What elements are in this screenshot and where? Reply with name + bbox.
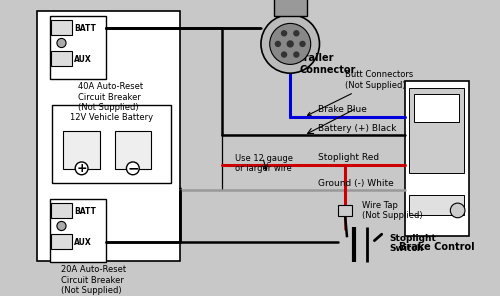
Circle shape — [281, 30, 287, 36]
Text: Wire Tap
(Not Supplied): Wire Tap (Not Supplied) — [362, 201, 422, 220]
Text: Brake Control: Brake Control — [399, 242, 474, 252]
Circle shape — [57, 38, 66, 48]
Text: −: − — [127, 161, 138, 175]
Bar — [409, 195, 464, 215]
Text: Stoplight
Switch: Stoplight Switch — [389, 234, 436, 253]
Text: AUX: AUX — [74, 238, 92, 247]
Bar — [52, 20, 72, 35]
Bar — [414, 94, 460, 122]
Bar — [52, 203, 72, 218]
Text: Battery (+) Black: Battery (+) Black — [318, 124, 396, 133]
Bar — [274, 0, 306, 17]
Text: +: + — [76, 162, 87, 175]
Text: AUX: AUX — [74, 55, 92, 64]
Bar — [64, 131, 100, 169]
Bar — [50, 17, 106, 79]
Text: BATT: BATT — [74, 207, 96, 216]
Circle shape — [270, 23, 310, 65]
Text: Use 12 gauge
or larger wire: Use 12 gauge or larger wire — [236, 154, 294, 173]
Text: Butt Connectors
(Not Supplied): Butt Connectors (Not Supplied) — [308, 70, 414, 115]
Circle shape — [261, 15, 320, 73]
Circle shape — [75, 162, 88, 175]
Text: 12V Vehicle Battery: 12V Vehicle Battery — [70, 112, 154, 122]
Bar — [52, 234, 72, 249]
Circle shape — [126, 162, 140, 175]
Bar — [404, 81, 468, 236]
Bar — [52, 51, 72, 66]
Bar — [37, 11, 180, 261]
Circle shape — [300, 41, 306, 47]
Circle shape — [274, 41, 281, 47]
Text: Stoplight Red: Stoplight Red — [318, 153, 379, 162]
Bar — [50, 200, 106, 262]
Bar — [409, 88, 464, 173]
Text: Ground (-) White: Ground (-) White — [318, 178, 394, 188]
Text: Trailer
Connector: Trailer Connector — [300, 53, 356, 75]
Text: 40A Auto-Reset
Circuit Breaker
(Not Supplied): 40A Auto-Reset Circuit Breaker (Not Supp… — [78, 82, 143, 112]
Bar — [52, 105, 172, 183]
Bar — [338, 205, 352, 216]
Circle shape — [293, 30, 300, 36]
Circle shape — [286, 40, 294, 48]
Circle shape — [57, 221, 66, 231]
Text: 20A Auto-Reset
Circuit Breaker
(Not Supplied): 20A Auto-Reset Circuit Breaker (Not Supp… — [62, 265, 126, 295]
Circle shape — [450, 203, 465, 218]
Circle shape — [293, 52, 300, 58]
Text: BATT: BATT — [74, 24, 96, 33]
Bar — [114, 131, 151, 169]
Circle shape — [281, 52, 287, 58]
Text: Brake Blue: Brake Blue — [318, 105, 366, 114]
